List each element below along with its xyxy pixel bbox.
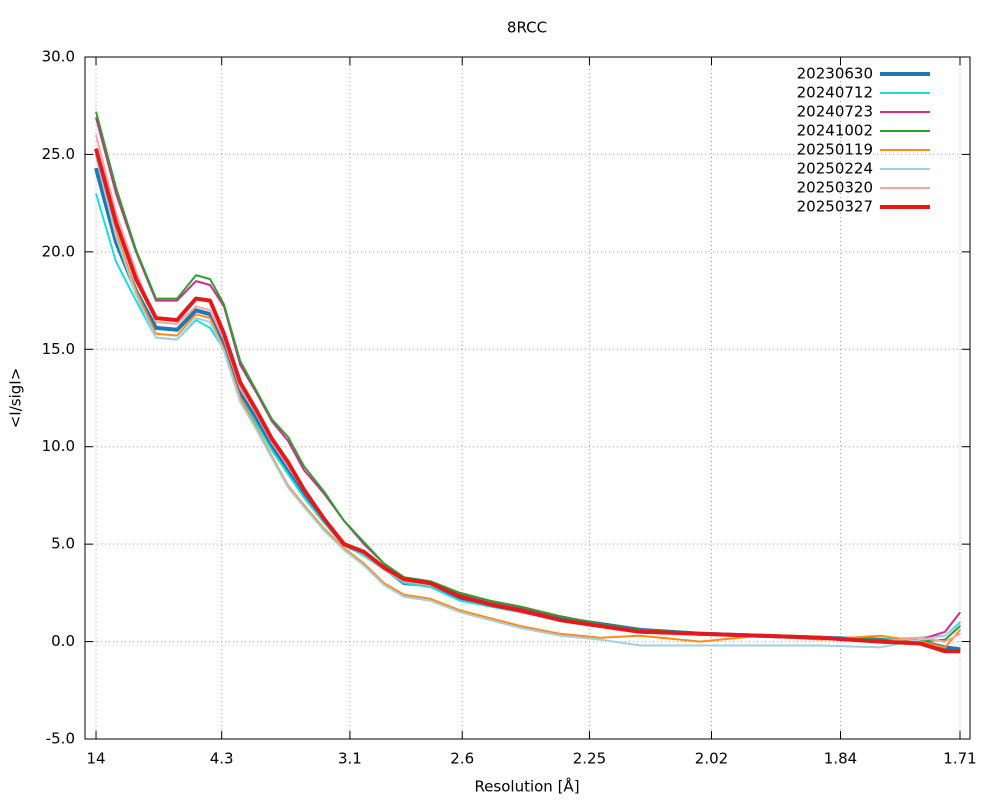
x-tick-label: 2.02 [695,750,728,768]
y-tick-label: 5.0 [51,535,75,553]
x-tick-label: 14 [86,750,105,768]
y-axis-label: <I/sigI> [7,368,25,429]
y-tick-label: 10.0 [42,437,75,455]
legend-label: 20230630 [797,65,873,83]
y-tick-label: 20.0 [42,242,75,260]
x-tick-label: 1.71 [943,750,976,768]
series-line [94,167,961,652]
x-tick-label: 4.3 [210,750,234,768]
legend-label: 20250119 [797,141,873,159]
legend-label: 20250224 [797,160,873,178]
plot-frame [84,56,971,740]
chart-title: 8RCC [507,19,547,37]
legend-label: 20240723 [797,103,873,121]
x-axis-label: Resolution [Å] [474,777,579,796]
series-line [95,156,961,649]
y-tick-label: 0.0 [51,632,75,650]
x-tick-label: 2.25 [573,750,606,768]
legend-label: 20250320 [797,179,873,197]
y-tick-label: 15.0 [42,340,75,358]
series-line [95,154,962,649]
y-tick-label: 25.0 [42,145,75,163]
y-tick-label: 30.0 [42,48,75,66]
series-line [94,148,961,654]
x-tick-label: 2.6 [450,750,474,768]
y-tick-label: -5.0 [46,730,75,748]
x-tick-label: 1.84 [824,750,857,768]
x-tick-label: 3.1 [338,750,362,768]
series-line [95,193,961,641]
legend-label: 20241002 [797,122,873,140]
legend-label: 20250327 [797,198,873,216]
legend-label: 20240712 [797,84,873,102]
